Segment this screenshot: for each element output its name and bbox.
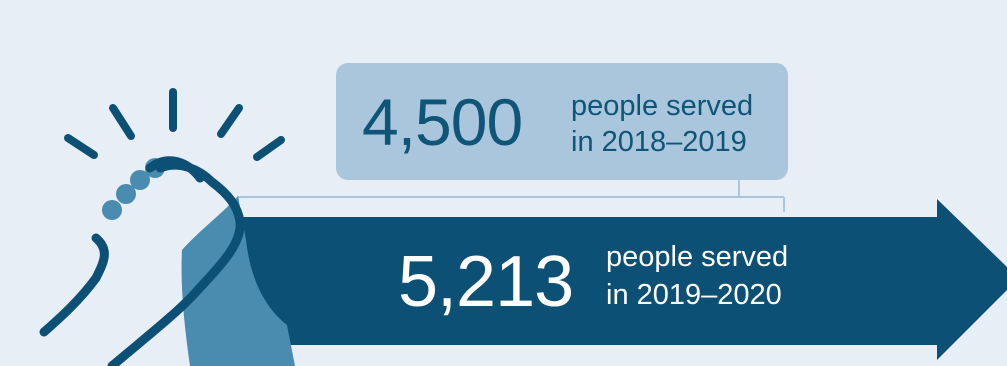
growth-arrow — [232, 199, 1007, 360]
burst-lines-icon — [64, 88, 285, 161]
previous-label-line2: in 2018–2019 — [571, 126, 747, 158]
current-label-line2: in 2019–2020 — [606, 279, 782, 311]
current-count: 5,213 — [398, 242, 574, 322]
bracket — [237, 180, 785, 212]
previous-count: 4,500 — [362, 85, 523, 159]
current-label-line1: people served — [606, 241, 789, 273]
clasped-hands-icon — [39, 156, 295, 366]
previous-label-line1: people served — [571, 90, 754, 122]
previous-year-box — [336, 63, 788, 180]
